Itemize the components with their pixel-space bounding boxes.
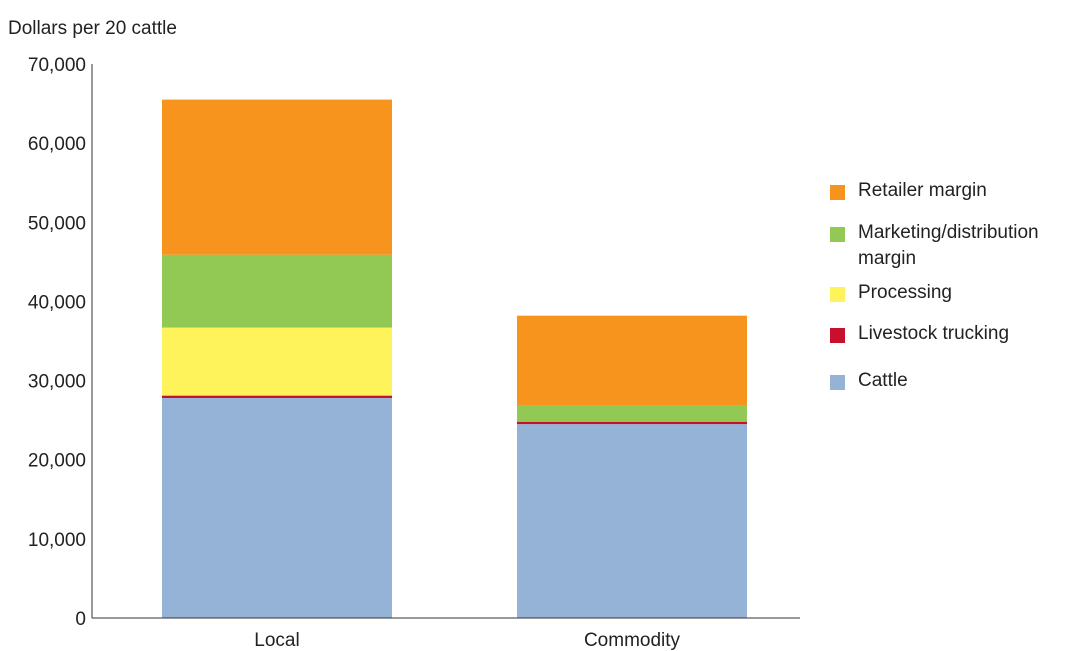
y-tick-label: 0 [75, 609, 86, 630]
legend-label: Marketing/distribution margin [858, 222, 1039, 269]
y-tick-label: 20,000 [28, 451, 86, 472]
y-axis-ticks: 0 10,000 20,000 30,000 40,000 50,000 60,000 70,… [28, 55, 86, 630]
legend-swatch [830, 328, 845, 343]
legend-item: Retailer margin [830, 178, 1085, 204]
legend-label: Cattle [858, 370, 908, 391]
bar-segment-retailer-margin-local [162, 99, 392, 255]
legend-item: Marketing/distribution margin [830, 220, 1085, 272]
y-tick-label: 30,000 [28, 372, 86, 393]
y-tick-label: 10,000 [28, 530, 86, 551]
x-tick-label: Commodity [584, 630, 681, 651]
bar-segment-cattle-local [162, 397, 392, 618]
legend-swatch [830, 185, 845, 200]
y-tick-label: 70,000 [28, 55, 86, 76]
legend-swatch [830, 375, 845, 390]
bars [162, 99, 747, 618]
bar-segment-processing-local [162, 327, 392, 396]
bar-segment-retailer-margin-commodity [517, 315, 747, 406]
bar-segment-marketing-distribution-margin-commodity [517, 405, 747, 422]
bar-segment-cattle-commodity [517, 424, 747, 618]
legend-item: Processing [830, 280, 1085, 306]
legend-swatch [830, 227, 845, 242]
legend-item: Cattle [830, 368, 1085, 394]
legend-swatch [830, 287, 845, 302]
legend-item: Livestock trucking [830, 321, 1085, 347]
y-tick-label: 60,000 [28, 134, 86, 155]
y-tick-label: 40,000 [28, 292, 86, 313]
x-tick-label: Local [254, 630, 299, 651]
bar-segment-livestock-trucking-commodity [517, 421, 747, 425]
bar-segment-livestock-trucking-local [162, 395, 392, 398]
bar-segment-marketing-distribution-margin-local [162, 254, 392, 328]
x-axis-labels: Local Commodity [254, 630, 680, 651]
legend-label: Processing [858, 282, 952, 303]
legend-label: Retailer margin [858, 180, 987, 201]
y-axis-title: Dollars per 20 cattle [8, 18, 177, 39]
y-tick-label: 50,000 [28, 213, 86, 234]
legend-label: Livestock trucking [858, 323, 1010, 344]
legend: Retailer margin Marketing/distribution ma… [830, 178, 1085, 394]
